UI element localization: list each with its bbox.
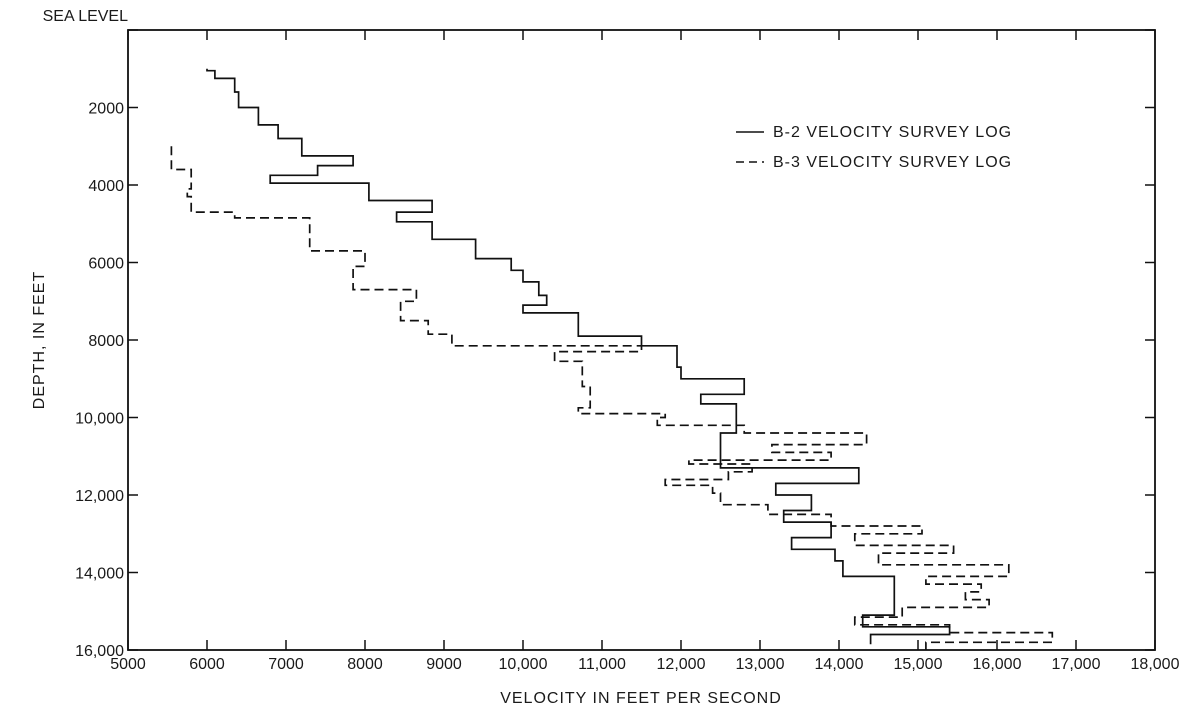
x-axis-title: VELOCITY IN FEET PER SECOND [500, 690, 782, 707]
y-tick-label-sea-level: SEA LEVEL [43, 8, 128, 25]
y-axis-ticks: SEA LEVEL 2000 4000 6000 8000 10,000 12,000 14,… [43, 8, 1155, 660]
x-tick-label: 11,000 [578, 656, 626, 673]
series-line-b3 [170, 146, 1054, 650]
x-tick-label: 10,000 [499, 656, 548, 673]
y-tick-label: 6000 [88, 256, 124, 273]
x-tick-label: 6000 [189, 656, 225, 673]
y-tick-label: 12,000 [75, 488, 124, 505]
legend-label-b2: B-2 VELOCITY SURVEY LOG [773, 124, 1012, 141]
x-tick-label: 12,000 [657, 656, 706, 673]
y-tick-label: 14,000 [75, 566, 124, 583]
legend: B-2 VELOCITY SURVEY LOG B-3 VELOCITY SUR… [736, 124, 1012, 171]
x-axis-ticks: 5000 6000 7000 8000 9000 10,000 11,000 12,000 13… [110, 30, 1180, 673]
y-axis-title: DEPTH, IN FEET [31, 271, 48, 409]
series-layer [170, 68, 1054, 650]
y-tick-label: 16,000 [75, 643, 124, 660]
x-tick-label: 7000 [268, 656, 304, 673]
x-tick-label: 13,000 [736, 656, 785, 673]
x-tick-label: 14,000 [815, 656, 864, 673]
x-tick-label: 9000 [426, 656, 462, 673]
x-tick-label: 17,000 [1052, 656, 1101, 673]
legend-label-b3: B-3 VELOCITY SURVEY LOG [773, 154, 1012, 171]
series-line-b2 [206, 68, 951, 645]
x-tick-label: 8000 [347, 656, 383, 673]
x-tick-label: 5000 [110, 656, 146, 673]
y-tick-label: 10,000 [75, 411, 124, 428]
y-tick-label: 4000 [88, 178, 124, 195]
y-tick-label: 2000 [88, 101, 124, 118]
x-tick-label: 15,000 [894, 656, 943, 673]
x-tick-label: 16,000 [973, 656, 1022, 673]
x-tick-label: 18,000 [1131, 656, 1180, 673]
y-tick-label: 8000 [88, 333, 124, 350]
